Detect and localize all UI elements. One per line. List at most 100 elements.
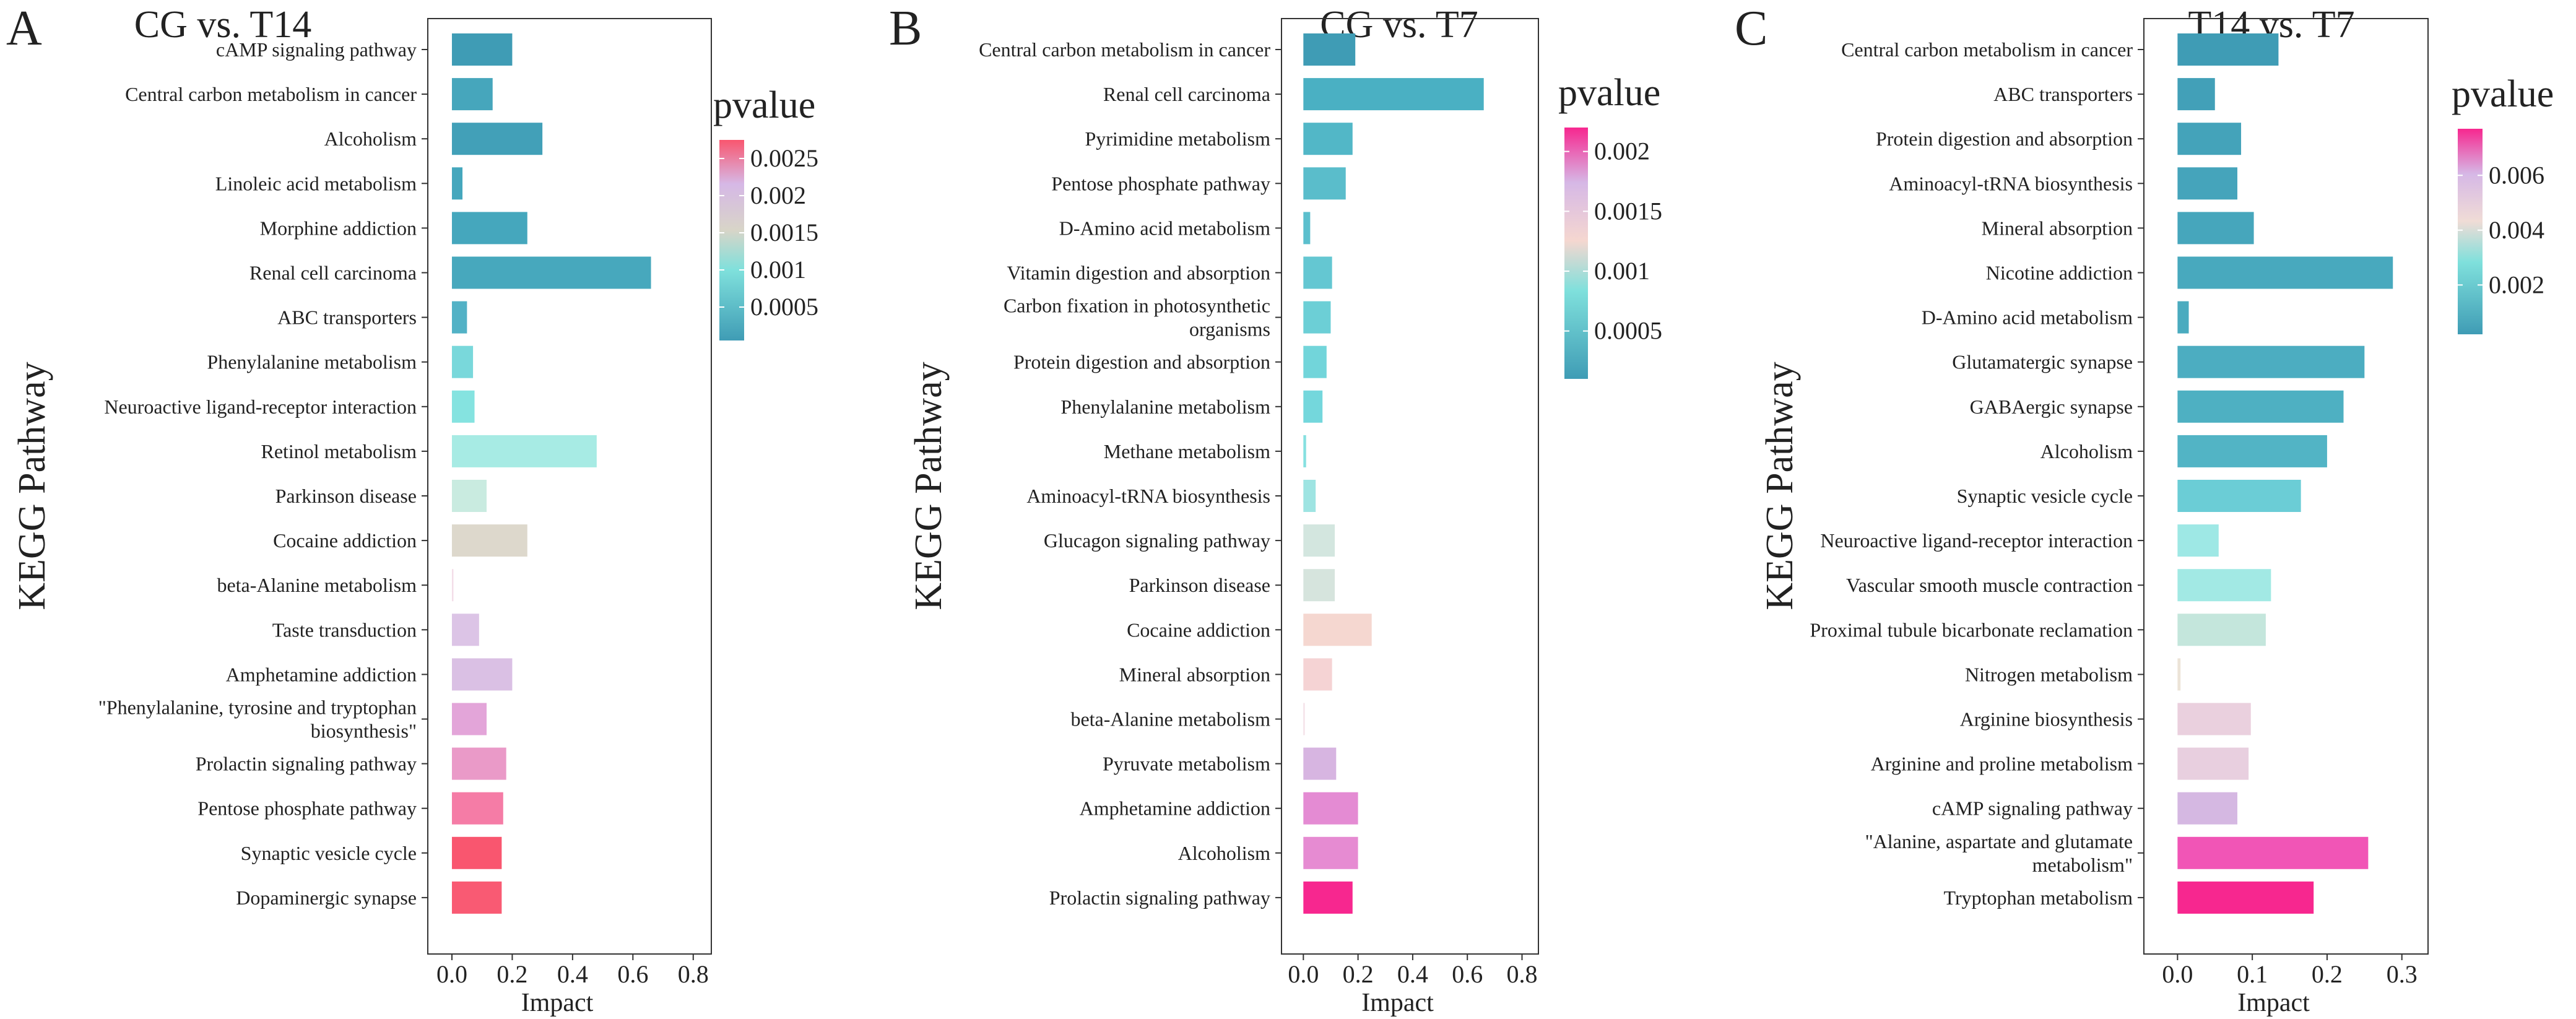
panel-a-bar-camp-signaling-pathway: [451, 33, 513, 66]
panel-a-category-line: Morphine addiction: [260, 217, 417, 239]
panel-a-category-label: Cocaine addiction: [273, 529, 417, 552]
panel-b-category-label: Renal cell carcinoma: [1103, 83, 1270, 105]
panel-a-legend-tick-label: 0.002: [750, 181, 806, 209]
panel-c-category-label: Aminoacyl-tRNA biosynthesis: [1889, 172, 2133, 194]
panel-c-legend-title: pvalue: [2452, 73, 2554, 115]
panel-c-category-label: Vascular smooth muscle contraction: [1846, 574, 2133, 596]
panel-c-x-tick-label: 0.3: [2387, 960, 2418, 988]
panel-b-category-line: organisms: [1189, 318, 1270, 340]
panel-b-bar-carbon-fixation-in-photosynthetic-organisms: [1303, 301, 1331, 334]
panel-c-category-label: Central carbon metabolism in cancer: [1841, 38, 2133, 61]
panel-a-bar-dopaminergic-synapse: [451, 881, 502, 914]
panel-a-category-label: beta-Alanine metabolism: [217, 574, 417, 596]
panel-c-category-label: Alcoholism: [2040, 440, 2133, 462]
panel-a-category-line: Linoleic acid metabolism: [215, 172, 417, 194]
panel-a-bar-synaptic-vesicle-cycle: [451, 836, 502, 869]
panel-b-bar-methane-metabolism: [1303, 435, 1306, 467]
panel-c-bar-central-carbon-metabolism-in-cancer: [2177, 33, 2279, 66]
panel-b-x-axis-title: Impact: [1361, 989, 1434, 1017]
panel-c-letter: C: [1735, 1, 1767, 56]
panel-a-bar-beta-alanine-metabolism: [451, 569, 454, 602]
panel-c-category-label: Synaptic vesicle cycle: [1957, 485, 2133, 507]
panel-a-category-line: Dopaminergic synapse: [236, 887, 417, 909]
panel-c-category-label: D-Amino acid metabolism: [1922, 306, 2133, 329]
panel-b-category-line: Aminoacyl-tRNA biosynthesis: [1026, 485, 1270, 507]
panel-c-bar-alcoholism: [2177, 435, 2327, 467]
panel-c-category-label: Neuroactive ligand-receptor interaction: [1820, 529, 2133, 552]
panel-a-category-label: Synaptic vesicle cycle: [241, 842, 417, 864]
panel-c-legend-colorbar: [2458, 129, 2483, 334]
panel-b-category-line: Prolactin signaling pathway: [1049, 887, 1270, 909]
panel-a-x-tick-label: 0.2: [497, 960, 527, 988]
panel-c-bar-arginine-and-proline-metabolism: [2177, 747, 2249, 780]
panel-b-category-label: Pyruvate metabolism: [1103, 753, 1270, 775]
panel-c-legend-tick-label: 0.004: [2489, 216, 2544, 244]
panel-b-bar-glucagon-signaling-pathway: [1303, 524, 1335, 557]
panel-c-category-line: GABAergic synapse: [1970, 396, 2133, 418]
panel-b-category-label: Carbon fixation in photosynthetic organis…: [1004, 295, 1270, 340]
panel-a-legend-title: pvalue: [713, 84, 815, 126]
panel-b-bar-renal-cell-carcinoma: [1303, 78, 1484, 111]
panel-b-x-tick-label: 0.2: [1343, 960, 1374, 988]
panel-a-category-line: ABC transporters: [277, 306, 417, 329]
panel-a-category-label: Pentose phosphate pathway: [197, 797, 417, 820]
panel-c-category-label: Arginine biosynthesis: [1960, 708, 2133, 731]
panel-a-category-line: "Phenylalanine, tyrosine and tryptophan: [98, 696, 417, 719]
panel-b-category-label: Vitamin digestion and absorption: [1007, 262, 1270, 284]
panel-b-category-line: Renal cell carcinoma: [1103, 83, 1270, 105]
panel-a-category-line: Neuroactive ligand-receptor interaction: [104, 396, 417, 418]
panel-c-x-tick-label: 0.0: [2162, 960, 2193, 988]
panel-a-category-label: Prolactin signaling pathway: [196, 753, 417, 775]
panel-a-bar-renal-cell-carcinoma: [451, 256, 651, 289]
panel-b-bar-d-amino-acid-metabolism: [1303, 212, 1311, 245]
panel-c-category-label: Protein digestion and absorption: [1876, 128, 2133, 150]
panel-b-category-line: Central carbon metabolism in cancer: [979, 38, 1270, 61]
panel-c-bar-glutamatergic-synapse: [2177, 345, 2365, 378]
panel-b-bar-pyrimidine-metabolism: [1303, 123, 1353, 155]
panel-b-category-line: Parkinson disease: [1129, 574, 1270, 596]
panel-a-category-line: Cocaine addiction: [273, 529, 417, 552]
panel-b-legend-tick-label: 0.0005: [1594, 317, 1662, 345]
panel-a-x-axis-title: Impact: [521, 989, 594, 1017]
panel-b-category-label: Prolactin signaling pathway: [1049, 887, 1270, 909]
panel-a-bar-morphine-addiction: [451, 212, 527, 245]
panel-a-x-tick-label: 0.0: [436, 960, 467, 988]
panel-a-legend-tick-label: 0.0015: [750, 219, 818, 246]
panel-a-category-line: Amphetamine addiction: [226, 663, 417, 685]
panel-c-bar-abc-transporters: [2177, 78, 2215, 111]
panel-c-bar-tryptophan-metabolism: [2177, 881, 2314, 914]
panel-a-category-line: beta-Alanine metabolism: [217, 574, 417, 596]
panel-b-bar-parkinson-disease: [1303, 569, 1335, 602]
panel-b-bar-pentose-phosphate-pathway: [1303, 167, 1346, 200]
panel-a-category-label: ABC transporters: [277, 306, 417, 329]
panel-a-bar-alcoholism: [451, 123, 543, 155]
panel-c-bar-nicotine-addiction: [2177, 256, 2393, 289]
panel-c-category-line: Arginine and proline metabolism: [1871, 753, 2133, 775]
panel-c-bar-neuroactive-ligand-receptor-interaction: [2177, 524, 2219, 557]
panel-c-x-tick-label: 0.1: [2237, 960, 2268, 988]
panel-c-bar-vascular-smooth-muscle-contraction: [2177, 569, 2271, 602]
panel-a-bar-central-carbon-metabolism-in-cancer: [451, 78, 493, 111]
panel-a-category-line: cAMP signaling pathway: [216, 38, 417, 61]
panel-c-category-line: Nicotine addiction: [1986, 262, 2133, 284]
panel-a-category-line: Taste transduction: [272, 618, 417, 641]
panel-b-category-label: D-Amino acid metabolism: [1059, 217, 1270, 239]
panel-a-legend-tick-label: 0.0005: [750, 293, 818, 321]
panel-a-bar-pentose-phosphate-pathway: [451, 792, 503, 825]
panel-a-category-label: Linoleic acid metabolism: [215, 172, 417, 194]
panel-a-bar-abc-transporters: [451, 301, 467, 334]
panel-c-y-axis-title: KEGG Pathway: [1759, 362, 1801, 610]
panel-b-category-line: Pyrimidine metabolism: [1085, 128, 1270, 150]
panel-b-category-line: Alcoholism: [1178, 842, 1270, 864]
panel-a-bar-taste-transduction: [451, 614, 479, 646]
panel-c-category-label: Glutamatergic synapse: [1952, 351, 2133, 373]
panel-a-category-label: Alcoholism: [324, 128, 417, 150]
panel-c-bar-nitrogen-metabolism: [2177, 658, 2181, 691]
panel-c-bar-arginine-biosynthesis: [2177, 703, 2251, 735]
panel-a-x-tick-label: 0.6: [617, 960, 648, 988]
panel-b-category-line: Mineral absorption: [1119, 663, 1270, 685]
panel-a-category-line: biosynthesis": [311, 720, 417, 742]
panel-b-category-label: Protein digestion and absorption: [1013, 351, 1270, 373]
panel-b-category-line: Pentose phosphate pathway: [1051, 172, 1270, 194]
